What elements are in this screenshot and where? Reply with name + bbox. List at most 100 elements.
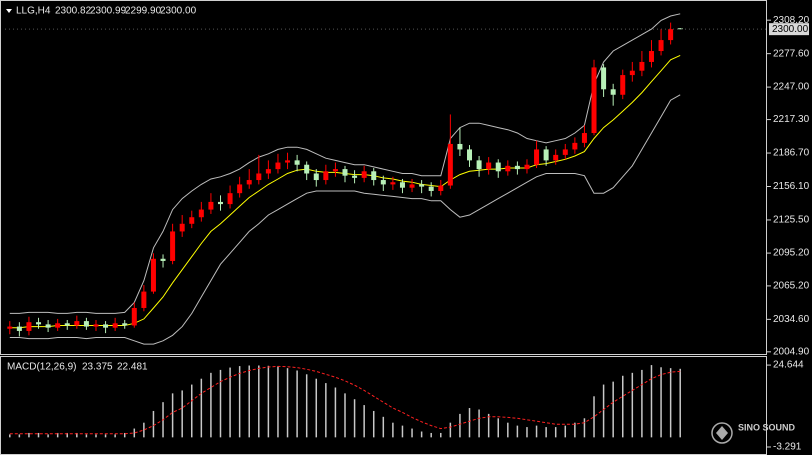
- candle-body: [237, 184, 243, 194]
- candle-body: [648, 51, 654, 62]
- signal-value: 22.481: [117, 362, 148, 373]
- macd-value: 23.375: [82, 362, 113, 373]
- watermark-text: SINO SOUND: [738, 422, 796, 432]
- last-price-label: 2300.00: [772, 24, 809, 35]
- y-tick-label: 2065.20: [773, 281, 810, 292]
- candle-body: [170, 231, 176, 261]
- candle-body: [304, 164, 310, 174]
- candle-body: [45, 324, 51, 328]
- macd-title: MACD(12,26,9): [7, 362, 76, 373]
- candle-body: [342, 169, 348, 176]
- chart-title: LLG,H4: [16, 6, 51, 17]
- candle-body: [7, 326, 13, 329]
- candle-body: [256, 173, 262, 181]
- candle-body: [601, 67, 607, 90]
- candle-body: [543, 149, 549, 161]
- candle-body: [179, 223, 185, 232]
- candle-body: [428, 186, 434, 191]
- y-tick-label: 2217.30: [773, 114, 810, 125]
- y-tick-label: 2186.70: [773, 148, 810, 159]
- candle-body: [371, 171, 377, 181]
- lower-band: [9, 94, 681, 345]
- candle-body: [74, 321, 80, 326]
- candle-body: [534, 149, 540, 165]
- candle-body: [285, 160, 291, 163]
- header-icon: [6, 9, 12, 13]
- candle-body: [629, 70, 635, 76]
- candle-body: [265, 169, 271, 174]
- candle-body: [620, 75, 626, 95]
- candle-body: [150, 258, 156, 292]
- candle-body: [112, 323, 118, 328]
- candle-body: [198, 209, 204, 218]
- candle-body: [409, 184, 415, 188]
- candle-body: [419, 184, 425, 187]
- candle-body: [524, 164, 530, 170]
- candle-body: [505, 165, 511, 172]
- candle-body: [36, 322, 42, 325]
- y-tick-label: 2247.00: [773, 82, 810, 93]
- candle-body: [122, 323, 128, 326]
- candle-body: [313, 173, 319, 181]
- candle-body: [553, 154, 559, 161]
- logo-diamond: [716, 426, 728, 440]
- main-panel-frame: [0, 0, 767, 355]
- candle-body: [26, 322, 32, 331]
- candle-body: [189, 217, 195, 224]
- candle-body: [208, 201, 214, 210]
- candle-body: [93, 324, 99, 327]
- candle-body: [591, 67, 597, 134]
- y-tick-label: 2277.60: [773, 48, 810, 59]
- candle-body: [103, 324, 109, 328]
- candle-body: [399, 182, 405, 188]
- y-tick-label: 2004.90: [773, 346, 810, 357]
- candle-body: [581, 133, 587, 143]
- quote-open: 2300.82: [55, 6, 92, 17]
- candle-body: [16, 326, 22, 331]
- candle-body: [562, 149, 568, 155]
- upper-band: [9, 13, 681, 314]
- y-tick-label: 24.644: [773, 360, 804, 371]
- candle-body: [217, 201, 223, 205]
- candle-body: [610, 89, 616, 95]
- candle-body: [380, 180, 386, 185]
- candle-body: [476, 160, 482, 170]
- candle-body: [447, 143, 453, 186]
- y-tick-label: 2034.60: [773, 314, 810, 325]
- candle-body: [332, 169, 338, 172]
- candle-body: [323, 171, 329, 181]
- y-tick-label: -3.291: [773, 442, 802, 453]
- candle-body: [390, 182, 396, 185]
- candle-body: [141, 291, 147, 308]
- candle-body: [514, 165, 520, 170]
- watermark: SINO SOUND: [711, 422, 796, 444]
- signal-line: [9, 365, 681, 435]
- candle-body: [131, 307, 137, 326]
- candle-body: [486, 162, 492, 170]
- candle-body: [457, 143, 463, 150]
- candle-body: [352, 175, 358, 178]
- candle-body: [227, 193, 233, 205]
- candle-body: [495, 162, 501, 172]
- y-tick-label: 2156.10: [773, 181, 810, 192]
- candle-body: [294, 160, 300, 165]
- candle-body: [658, 40, 664, 52]
- candle-body: [438, 185, 444, 191]
- moving-average: [9, 54, 681, 329]
- candle-body: [361, 171, 367, 178]
- quote-close: 2300.00: [160, 6, 197, 17]
- quote-high: 2300.99: [90, 6, 127, 17]
- candle-body: [677, 28, 683, 30]
- quote-low: 2299.90: [125, 6, 162, 17]
- last-price-tag: [769, 23, 809, 36]
- y-tick-label: 2308.20: [773, 15, 810, 26]
- candle-body: [572, 142, 578, 150]
- candle-body: [639, 61, 645, 71]
- candle-body: [160, 258, 166, 261]
- candle-body: [64, 323, 70, 326]
- y-tick-label: 2125.50: [773, 215, 810, 226]
- candle-body: [467, 149, 473, 161]
- candle-body: [246, 180, 252, 185]
- candle-body: [275, 162, 281, 170]
